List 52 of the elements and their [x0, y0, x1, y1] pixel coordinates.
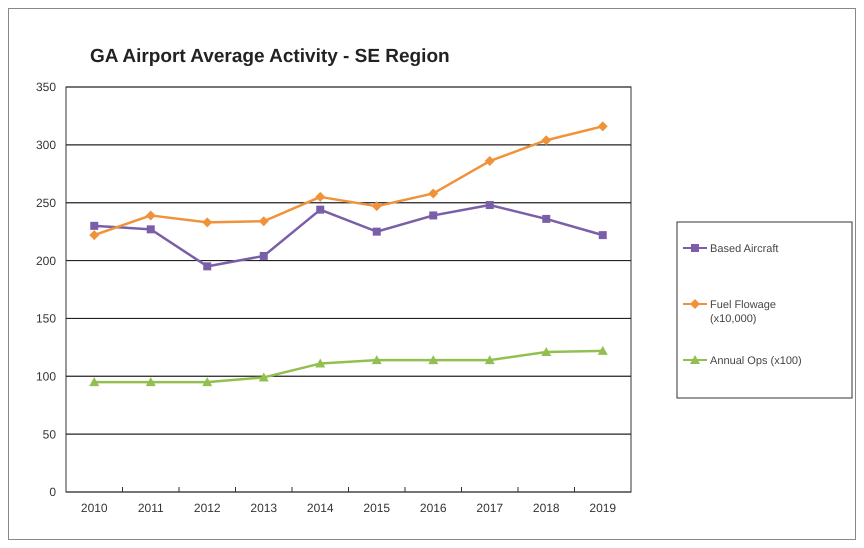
x-tick-label: 2018 [532, 501, 560, 515]
x-tick-label: 2013 [250, 501, 278, 515]
point [484, 355, 495, 364]
point [541, 346, 552, 356]
point [89, 230, 100, 240]
point [146, 377, 156, 386]
legend-label: Fuel Flowage (x10,000) [710, 298, 776, 326]
point [598, 346, 608, 355]
point [315, 358, 326, 368]
y-tick-label: 350 [36, 80, 56, 94]
point [428, 355, 438, 364]
y-tick-label: 150 [36, 312, 56, 326]
point [372, 201, 382, 212]
point [541, 135, 552, 146]
chart-title: GA Airport Average Activity - SE Region [90, 46, 450, 67]
point [315, 192, 326, 202]
point [90, 222, 98, 230]
point [484, 156, 495, 166]
y-tick-label: 50 [42, 427, 56, 442]
point [598, 231, 607, 240]
point [372, 228, 381, 236]
x-tick-label: 2015 [363, 501, 390, 515]
y-tick-label: 250 [36, 196, 56, 210]
y-tick-label: 0 [49, 485, 56, 500]
y-tick-label: 100 [36, 369, 56, 384]
legend-label: Annual Ops (x100) [710, 354, 802, 367]
point [89, 377, 100, 386]
point [146, 210, 156, 220]
x-tick-label: 2014 [306, 501, 334, 515]
point [598, 121, 608, 132]
x-tick-label: 2012 [194, 501, 221, 515]
point [542, 214, 550, 223]
x-tick-label: 2010 [80, 501, 108, 515]
x-tick-label: 2019 [589, 501, 616, 515]
point [258, 216, 269, 226]
point [372, 355, 382, 364]
y-tick-label: 200 [36, 254, 56, 268]
x-tick-label: 2017 [476, 501, 504, 515]
x-tick-label: 2016 [420, 501, 447, 515]
point [258, 372, 269, 382]
point [202, 377, 212, 386]
point [203, 262, 212, 270]
point [428, 188, 438, 198]
point [260, 252, 268, 260]
point [429, 211, 438, 220]
legend-label: Based Aircraft [710, 242, 778, 255]
x-tick-label: 2011 [138, 501, 164, 515]
point [202, 217, 212, 228]
point [146, 225, 155, 234]
point [486, 201, 494, 210]
y-tick-label: 300 [36, 138, 56, 152]
point [316, 206, 324, 214]
